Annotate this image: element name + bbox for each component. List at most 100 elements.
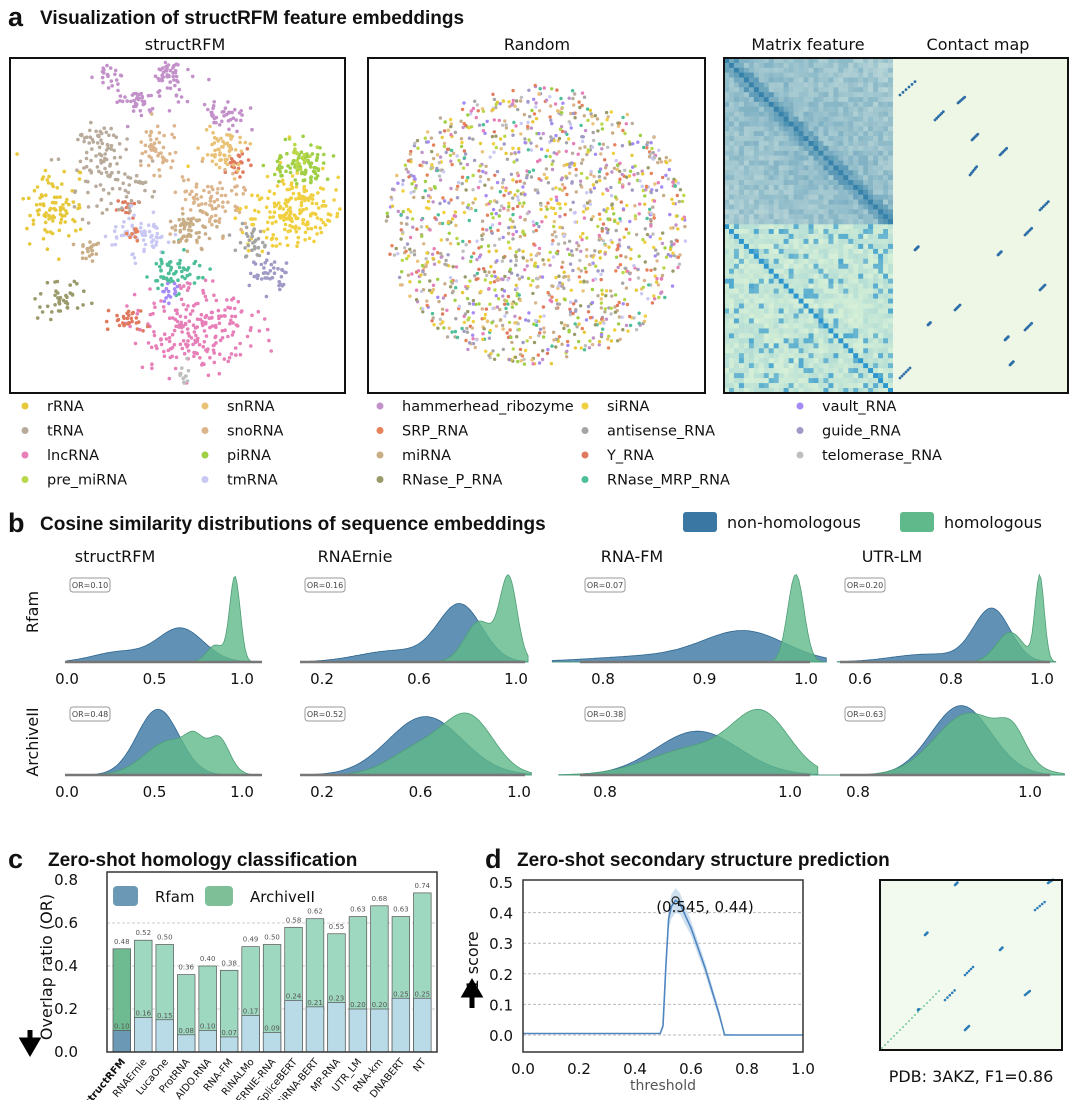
scatter-point-RNase_P_RNA [585,201,590,205]
scatter-point-guide_RNA [471,341,476,346]
scatter-point-siRNA [277,201,281,205]
matrix-cell [813,160,819,166]
scatter-point-snoRNA [533,301,538,305]
matrix-cell [768,333,774,339]
matrix-cell [813,58,819,64]
matrix-cell [763,77,770,83]
scatter-point-RNase_P_RNA [50,310,54,314]
matrix-cell [773,288,779,294]
scatter-point-tmRNA [132,255,137,260]
matrix-cell [823,273,829,279]
scatter-point-RNase_P_RNA [75,306,80,310]
matrix-cell [848,288,854,294]
scatter-point-RNase_P_RNA [81,303,85,307]
scatter-point-RNase_P_RNA [53,303,57,307]
scatter-point-SRP_RNA [443,293,447,298]
scatter-point-rRNA [52,200,57,205]
matrix-cell [883,194,889,200]
scatter-point-Y_RNA [505,331,509,335]
matrix-cell [743,243,750,250]
matrix-cell [818,170,824,176]
scatter-point-rRNA [431,256,435,261]
scatter-point-telomerase_RNA [401,230,405,234]
matrix-cell [848,308,854,314]
matrix-cell [783,62,789,69]
matrix-cell [768,141,774,147]
matrix-cell [729,155,735,161]
scatter-point-SRP_RNA [588,316,593,320]
scatter-point-pre_miRNA [298,168,303,172]
matrix-cell [748,363,755,369]
matrix-cell [873,318,879,324]
scatter-point-piRNA [576,339,581,344]
scatter-point-antisense_RNA [252,227,256,231]
scatter-point-telomerase_RNA [500,259,504,263]
scatter-point-snRNA [633,217,638,221]
scatter-point-piRNA [514,302,518,306]
matrix-cell [778,111,784,117]
matrix-cell [888,101,894,108]
matrix-cell [848,77,854,83]
scatter-point-Y_RNA [115,313,119,318]
matrix-cell [733,101,740,108]
scatter-point-hammerhead_ribozyme [231,123,235,128]
scatter-point-snRNA [562,163,566,168]
matrix-cell [748,189,755,195]
matrix-cell [858,238,864,245]
matrix-cell [773,97,779,103]
matrix-cell [883,268,889,274]
scatter-point-lncRNA [267,338,271,343]
matrix-cell [803,87,809,93]
matrix-cell [813,363,819,369]
matrix-cell [748,338,755,344]
matrix-cell [808,97,814,103]
scatter-point-lncRNA [656,181,660,185]
matrix-cell [758,189,765,195]
scatter-point-SRP_RNA [652,216,656,220]
scatter-point-lncRNA [182,284,186,288]
scatter-point-vault_RNA [648,235,652,239]
scatter-point-siRNA [253,208,257,213]
matrix-cell [813,165,819,171]
scatter-point-lncRNA [213,323,218,328]
scatter-point-SRP_RNA [649,171,653,176]
scatter-point-telomerase_RNA [475,103,480,107]
matrix-cell [888,268,894,274]
matrix-cell [833,82,839,88]
matrix-cell [868,194,874,200]
matrix-cell [813,358,819,364]
scatter-point-miRNA [612,166,617,170]
scatter-point-vault_RNA [598,167,603,171]
matrix-cell [798,338,804,344]
scatter-point-rRNA [45,178,50,182]
subtitle-random: Random [504,35,570,54]
matrix-cell [868,353,874,359]
matrix-cell [753,106,760,112]
matrix-cell [793,145,799,152]
matrix-cell [878,258,884,265]
scatter-point-pre_miRNA [558,127,563,131]
matrix-cell [748,248,755,255]
scatter-point-pre_miRNA [594,264,598,268]
matrix-cell [763,155,770,161]
matrix-cell [724,258,730,265]
matrix-cell [818,318,824,324]
matrix-cell [793,136,799,142]
scatter-point-guide_RNA [252,274,256,279]
scatter-point-vault_RNA [165,281,170,286]
scatter-point-Y_RNA [406,159,411,163]
matrix-cell [878,238,884,245]
scatter-point-miRNA [85,246,90,251]
tsne-random [384,83,688,366]
scatter-point-snRNA [642,319,647,323]
scatter-point-tRNA [123,172,127,176]
matrix-cell [748,288,755,294]
scatter-point-rRNA [419,273,423,277]
matrix-cell [783,328,789,334]
scatter-point-tRNA [84,156,89,161]
scatter-point-vault_RNA [166,289,171,294]
matrix-cell [883,358,889,364]
scatter-point-hammerhead_ribozyme [575,241,579,245]
matrix-cell [888,121,894,127]
matrix-cell [763,303,770,309]
